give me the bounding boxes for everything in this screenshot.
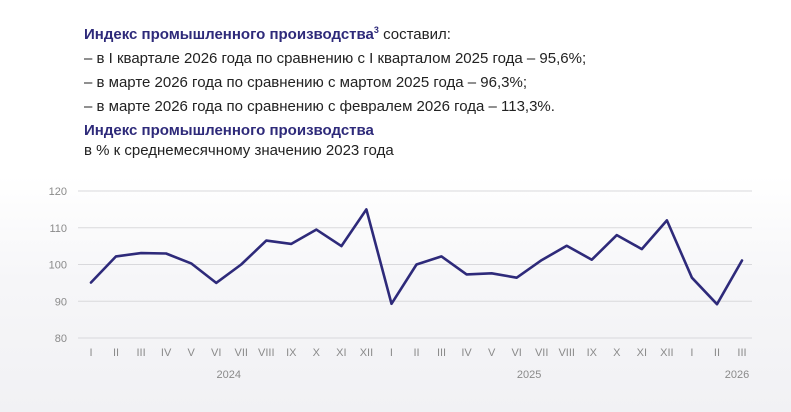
- x-tick-label: IV: [161, 347, 172, 359]
- chart-title: Индекс промышленного производства: [84, 122, 374, 139]
- intro-title-rest: составил:: [378, 26, 451, 43]
- y-tick-label: 100: [49, 260, 67, 272]
- x-tick-label: VII: [235, 347, 248, 359]
- chart-background: [0, 176, 791, 412]
- x-tick-label: VII: [535, 347, 548, 359]
- x-tick-label: I: [690, 347, 693, 359]
- year-label-2026: 2026: [725, 369, 749, 381]
- x-tick-label: IV: [461, 347, 472, 359]
- y-tick-labels: 80 90 100 110 120: [49, 186, 67, 345]
- intro-block: Индекс промышленного производства3 соста…: [84, 18, 774, 119]
- year-label-2025: 2025: [517, 369, 541, 381]
- x-tick-label: III: [136, 347, 145, 359]
- x-tick-label: X: [613, 347, 621, 359]
- x-tick-label: IX: [286, 347, 297, 359]
- intro-title-bold: Индекс промышленного производства: [84, 26, 374, 43]
- intro-bullet-1: – в I квартале 2026 года по сравнению с …: [84, 50, 587, 67]
- x-tick-label: VI: [211, 347, 221, 359]
- chart-header: Индекс промышленного производства в % к …: [84, 121, 394, 161]
- series-layer: [89, 208, 744, 306]
- x-tick-label: VIII: [258, 347, 275, 359]
- x-tick-label: II: [113, 347, 119, 359]
- footnote-mark: 3: [373, 25, 379, 35]
- y-tick-label: 80: [55, 333, 67, 345]
- x-tick-label: VI: [511, 347, 521, 359]
- x-tick-label: III: [737, 347, 746, 359]
- x-tick-label: XII: [360, 347, 373, 359]
- chart-subtitle: в % к среднемесячному значению 2023 года: [84, 142, 394, 159]
- x-tick-label: II: [413, 347, 419, 359]
- x-tick-label: VIII: [558, 347, 575, 359]
- x-tick-label: XII: [660, 347, 673, 359]
- x-tick-label: I: [390, 347, 393, 359]
- year-label-2024: 2024: [216, 369, 240, 381]
- x-tick-label: V: [488, 347, 496, 359]
- y-tick-label: 120: [49, 186, 67, 198]
- y-tick-label: 110: [49, 223, 67, 235]
- x-tick-label: V: [187, 347, 195, 359]
- year-labels: 2024 2025 2026: [216, 369, 749, 381]
- x-tick-label: X: [313, 347, 321, 359]
- intro-bullet-2: – в марте 2026 года по сравнению с марто…: [84, 74, 527, 91]
- y-tick-label: 90: [55, 296, 67, 308]
- x-tick-label: II: [714, 347, 720, 359]
- x-tick-label: III: [437, 347, 446, 359]
- x-tick-label: XI: [336, 347, 346, 359]
- x-tick-label: IX: [587, 347, 598, 359]
- x-tick-labels: I II III IV V VI VII VIII IX X XI XII I II III IV V VI VII…: [89, 347, 746, 359]
- x-tick-label: I: [89, 347, 92, 359]
- intro-bullet-3: – в марте 2026 года по сравнению с февра…: [84, 98, 555, 115]
- x-tick-label: XI: [637, 347, 647, 359]
- intro-title: Индекс промышленного производства3 соста…: [84, 18, 774, 47]
- series-line-0: [89, 208, 744, 306]
